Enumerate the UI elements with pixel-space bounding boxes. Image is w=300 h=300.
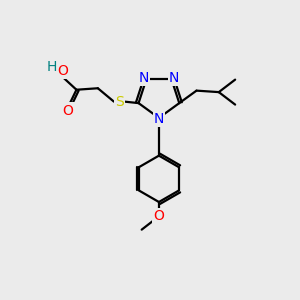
Text: S: S [115,94,124,109]
Text: N: N [139,71,149,85]
Text: N: N [169,71,179,85]
Text: O: O [57,64,68,78]
Text: N: N [154,112,164,126]
Text: H: H [46,60,57,74]
Text: O: O [63,103,74,118]
Text: O: O [154,209,164,223]
